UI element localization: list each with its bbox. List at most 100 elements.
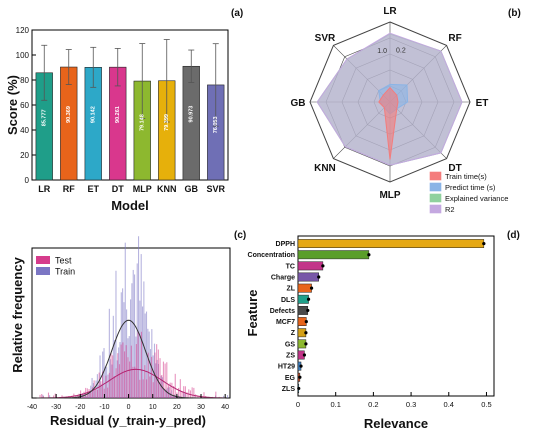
y-tick-label-a: 80 — [20, 76, 29, 85]
hist-bar — [166, 362, 168, 398]
hist-bar — [41, 394, 43, 398]
feature-importance-chart-d: Feature Relevance DPPH Concentration TC Cha… — [245, 235, 495, 431]
hist-bar — [139, 379, 141, 398]
hist-bar — [173, 386, 175, 398]
y-axis-label-d: Feature — [245, 290, 260, 337]
x-tick-label-d: 0.3 — [406, 400, 416, 409]
bar-chart-a: Score (%) Model 0 20 40 60 80 100 120 85.777 LR… — [5, 26, 229, 213]
hist-bar — [118, 364, 121, 398]
panel-label-c: (c) — [234, 230, 246, 241]
bar-value-label: 90.142 — [91, 106, 97, 123]
error-center-dot — [317, 275, 321, 279]
y-tick-label-a: 60 — [20, 101, 29, 110]
error-center-dot — [482, 241, 486, 246]
hist-bar — [174, 373, 176, 398]
feature-label: DLS — [281, 297, 295, 304]
y-tick-label-a: 40 — [20, 126, 29, 135]
hist-bar — [151, 356, 153, 398]
hist-bar — [114, 340, 116, 398]
hist-bar — [115, 368, 117, 398]
hist-bar — [164, 363, 166, 398]
y-axis-label-c: Relative frequency — [10, 256, 25, 372]
hist-bar — [120, 344, 122, 398]
hist-bar — [103, 348, 105, 398]
bar-value-label: 79.399 — [164, 114, 170, 131]
legend-swatch — [429, 171, 442, 181]
hist-bar — [198, 395, 200, 398]
hist-bar — [103, 388, 105, 398]
hist-bar — [81, 393, 83, 398]
hist-bar — [123, 302, 125, 398]
hist-bar — [53, 395, 55, 398]
hist-bar — [168, 387, 170, 398]
hist-bar — [186, 392, 188, 398]
hist-bar — [107, 374, 109, 398]
feature-label: Z — [291, 330, 296, 337]
feature-bar — [297, 283, 312, 293]
density-curve — [36, 368, 226, 399]
hist-bar — [118, 347, 120, 398]
x-tick-label-a: ET — [87, 184, 99, 194]
feature-bar — [297, 250, 370, 260]
hist-bar — [145, 379, 148, 398]
x-tick-label-c: 40 — [221, 404, 229, 411]
error-center-dot — [321, 264, 325, 268]
feature-label: DPPH — [276, 241, 295, 248]
error-center-dot — [299, 364, 303, 368]
radar-axis-label: MLP — [379, 190, 400, 201]
x-axis-label-d: Relevance — [364, 416, 428, 431]
radar-series-area — [378, 86, 399, 160]
error-center-dot — [304, 319, 308, 324]
hist-bar — [135, 344, 137, 398]
hist-bar — [110, 352, 112, 398]
y-tick-label-a: 0 — [25, 176, 30, 185]
hist-bar — [169, 382, 171, 398]
y-axis-label-a: Score (%) — [5, 75, 20, 135]
hist-bar — [196, 396, 198, 398]
legend-label: Predict time (s) — [445, 183, 496, 192]
x-tick-label-d: 0 — [296, 400, 300, 409]
hist-bar — [226, 395, 229, 398]
hist-bar — [96, 389, 99, 398]
hist-bar — [39, 394, 41, 398]
radar-ring-label: 1.0 — [377, 48, 387, 55]
histogram-c: Relative frequency Residual (y_train-y_p… — [10, 236, 231, 428]
hist-bar — [134, 274, 136, 398]
hist-bar — [96, 374, 98, 398]
radar-axis-label: LR — [383, 6, 397, 17]
feature-label: Defects — [270, 308, 295, 315]
hist-bar — [160, 375, 162, 398]
density-curve — [36, 319, 226, 399]
error-center-dot — [306, 297, 311, 301]
x-tick-label-d: 0.1 — [330, 400, 340, 409]
hist-bar — [138, 236, 140, 398]
hist-bar — [149, 376, 151, 398]
hist-bar — [139, 300, 141, 398]
x-tick-label-c: -10 — [99, 404, 109, 411]
y-tick-label-a: 20 — [20, 151, 29, 160]
hist-bar — [181, 391, 183, 398]
hist-bar — [179, 379, 181, 398]
hist-bar — [147, 352, 149, 398]
x-tick-label-d: 0.4 — [444, 400, 454, 409]
hist-bar — [184, 386, 186, 398]
x-tick-label-a: RF — [63, 184, 75, 194]
error-center-dot — [304, 331, 308, 335]
hist-bar — [134, 366, 136, 398]
plot-frame-d — [297, 235, 495, 397]
panel-label-b: (b) — [508, 8, 521, 19]
feature-label: Charge — [271, 275, 295, 282]
x-tick-label-a: SVR — [206, 184, 225, 194]
hist-bar — [83, 391, 85, 398]
hist-bar — [47, 392, 50, 398]
radar-axis-label: DT — [448, 163, 461, 174]
legend-swatch — [429, 204, 442, 214]
error-center-dot — [302, 353, 307, 357]
hist-bar — [142, 379, 144, 398]
hist-bar — [129, 361, 131, 398]
hist-bar — [155, 363, 157, 398]
hist-bar — [137, 331, 139, 398]
panel-label-d: (d) — [507, 230, 520, 241]
hist-bar — [94, 390, 96, 398]
